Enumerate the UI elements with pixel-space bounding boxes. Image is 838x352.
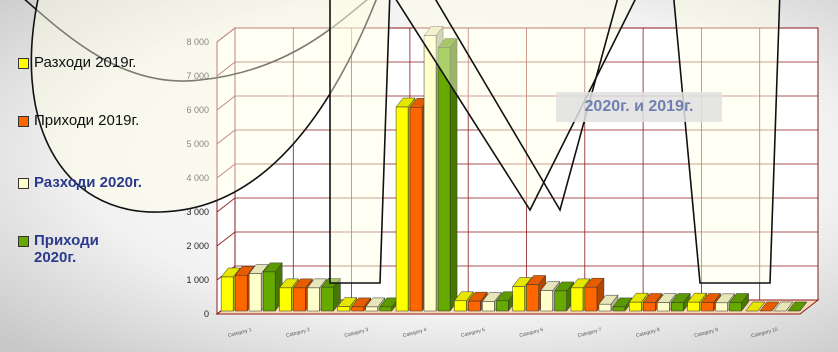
bar-front [584,286,598,312]
bar-front [351,306,364,312]
y-tick-label: 2 000 [186,241,209,251]
x-tick-label: Category 1 [227,327,252,339]
y-tick-label: 8 000 [186,37,209,47]
y-tick-label: 0 [204,309,209,319]
bar-front [671,302,684,312]
bar-top [745,301,766,312]
y-axis-ticks: 0 1 000 2 000 3 000 4 000 5 000 6 000 7 000 8 00… [186,37,209,319]
y-tick-label: 6 000 [186,105,209,115]
bar [437,37,458,312]
y-tick-label: 5 000 [186,139,209,149]
bar-front [612,306,626,312]
bar-front [423,35,437,312]
bar-front [496,300,509,312]
x-tick-label: Category 9 [694,327,719,339]
bar-front [643,302,656,312]
legend-item: Приходи 2019г. [18,112,139,129]
x-tick-label: Category 5 [460,327,485,339]
bar-top [787,301,808,312]
bar [320,277,341,312]
bar [337,296,358,312]
legend-label: Приходи 2019г. [34,112,140,129]
legend-swatch [18,116,29,127]
bar [365,297,386,312]
x-tick-label: Category 10 [751,327,779,340]
y-tick-label: 4 000 [186,173,209,183]
bar-front [379,306,392,312]
bar-front [512,286,525,312]
bar [773,301,794,312]
x-tick-label: Category 8 [635,327,660,339]
bar-front [454,300,467,312]
legend-swatch [18,178,29,189]
bar-top [759,301,780,312]
legend-item: Приходи 2020г. [18,232,138,266]
bar-front [570,287,584,312]
gridline [216,231,236,247]
bar-front [337,306,350,312]
bar-front [395,106,409,312]
bar-front [220,276,234,312]
x-tick-label: Category 3 [344,327,369,339]
bar-front [307,287,320,312]
x-tick-label: Category 4 [402,327,427,339]
legend-label: Разходи 2020г. [34,174,142,191]
bar-front [729,302,742,312]
bar-front [262,271,276,312]
y-tick-label: 7 000 [186,71,209,81]
bar-front [540,290,553,312]
bar-front [437,47,451,312]
bar [729,292,750,312]
bar-front [701,302,714,312]
legend-label: Разходи 2019г. [34,54,137,71]
bar [787,301,808,312]
bar-front [687,301,700,312]
bar-front [409,107,423,312]
bar-front [279,287,292,312]
y-tick-label: 3 000 [186,207,209,217]
bar-front [482,301,495,312]
legend-item: Разходи 2020г. [18,174,142,191]
plot-walls [215,26,820,316]
bar-front [526,284,539,312]
bar-front [598,303,612,312]
bar [262,262,283,312]
bar [745,301,766,312]
bar-front [468,300,481,312]
bar-front [715,302,728,312]
legend-label: Приходи 2020г. [34,232,99,266]
bar-front [248,273,262,312]
bar-front [657,302,670,312]
chart-annotation: 2020г. и 2019г. [556,92,722,122]
bar-top [773,301,794,312]
x-tick-label: Category 7 [577,327,602,339]
legend-swatch [18,58,29,69]
x-tick-label: Category 2 [286,327,311,339]
bar-front [365,306,378,312]
bar-side [449,37,458,312]
x-tick-label: Category 6 [519,327,544,339]
bar-front [629,301,642,312]
legend-item: Разходи 2019г. [18,54,136,71]
bar-front [293,287,306,312]
y-tick-label: 1 000 [186,275,209,285]
x-axis-ticks: Category 1 Category 2 Category 3 Category 4… [227,327,778,340]
bar-front [321,286,334,312]
bar [759,301,780,312]
legend-swatch [18,236,29,247]
bar-front [234,275,248,312]
bar-front [554,290,567,312]
